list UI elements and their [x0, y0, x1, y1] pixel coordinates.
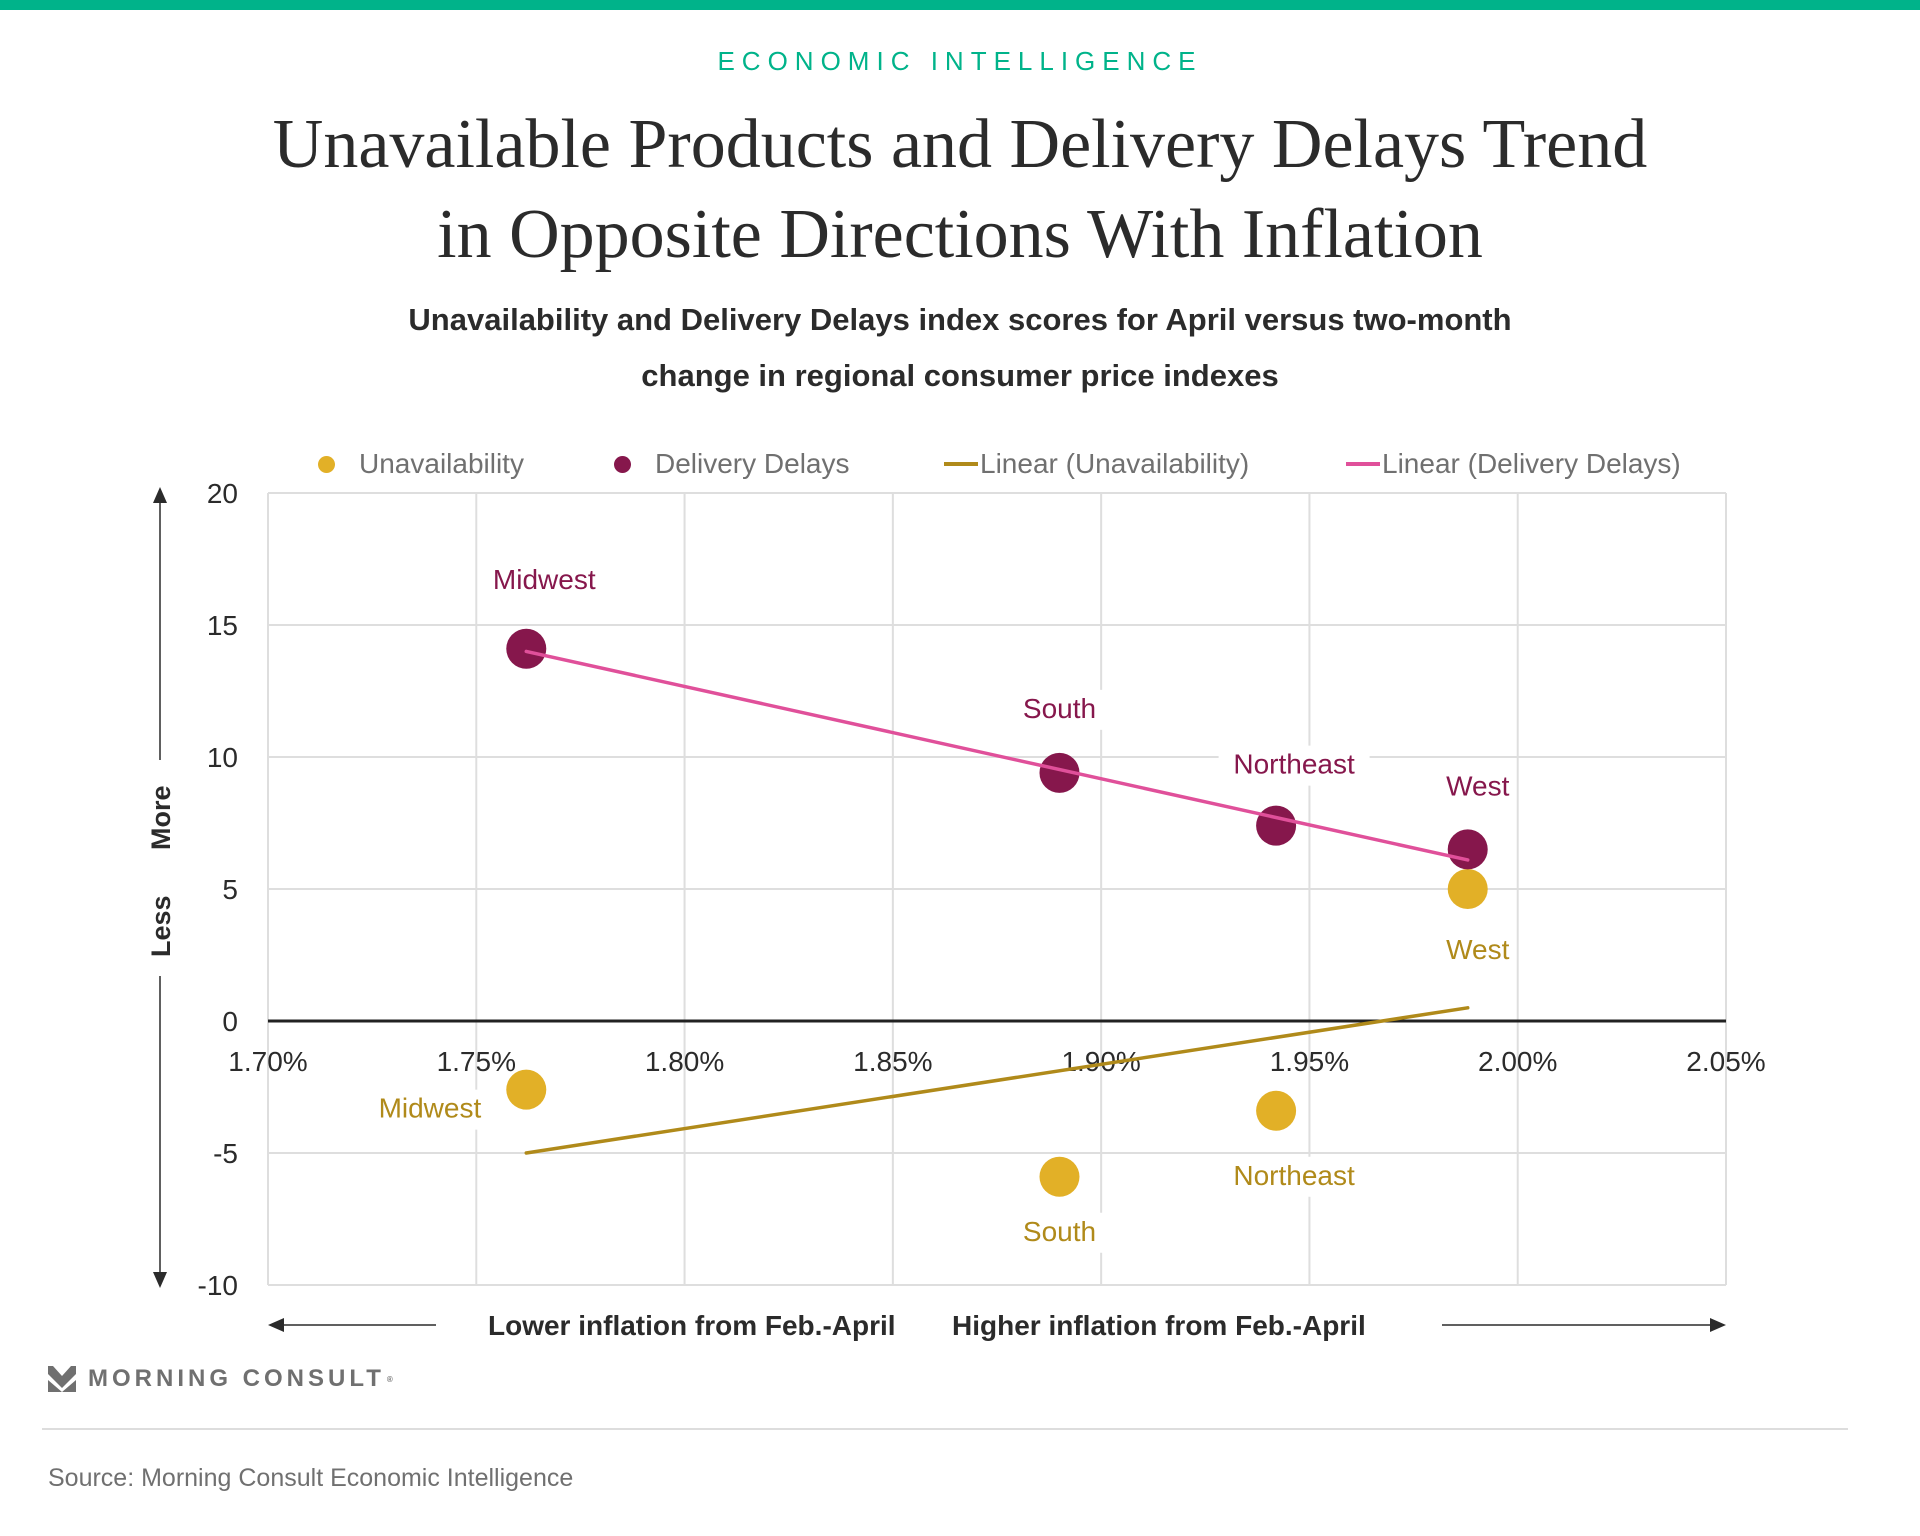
legend-item-linear-delivery-delays: Linear (Delivery Delays) — [1346, 444, 1681, 484]
x-higher-inflation-label: Higher inflation from Feb.-April — [952, 1310, 1366, 1341]
logo-text: MORNING CONSULT — [88, 1365, 385, 1392]
legend-item-unavailability: Unavailability — [318, 444, 524, 484]
data-point — [1039, 752, 1080, 793]
morning-consult-logo: MORNING CONSULT ® — [48, 1362, 393, 1396]
subtitle-line-1: Unavailability and Delivery Delays index… — [408, 302, 1512, 337]
footer-divider — [42, 1428, 1848, 1430]
chart-subtitle: Unavailability and Delivery Delays index… — [0, 292, 1920, 404]
point-label: South — [1023, 693, 1096, 724]
eyebrow-label: ECONOMIC INTELLIGENCE — [717, 46, 1203, 76]
legend: Unavailability Delivery Delays Linear (U… — [0, 444, 1920, 484]
y-tick-label: -5 — [213, 1138, 238, 1169]
y-tick-label: 10 — [207, 742, 238, 773]
point-label-background — [1013, 1212, 1105, 1253]
y-tick-label: 0 — [222, 1006, 238, 1037]
source-note: Source: Morning Consult Economic Intelli… — [48, 1464, 574, 1492]
brand-bar — [0, 0, 1920, 10]
legend-label: Delivery Delays — [655, 448, 850, 479]
data-point — [1256, 805, 1297, 846]
legend-line-unavailability-icon — [944, 462, 978, 466]
trendline — [524, 649, 1470, 862]
point-label: West — [1446, 934, 1509, 965]
chart-title: Unavailable Products and Delivery Delays… — [0, 100, 1920, 280]
data-point — [1256, 1090, 1297, 1131]
data-point — [1039, 1156, 1080, 1197]
y-axis-annotation: More Less — [146, 487, 176, 1288]
point-label-background — [368, 1089, 490, 1130]
legend-line-delivery-delays-icon — [1346, 462, 1380, 466]
trendlines — [524, 649, 1470, 1155]
y-tick-label: 15 — [207, 610, 238, 641]
x-tick-label: 1.95% — [1270, 1046, 1349, 1077]
point-label: West — [1446, 770, 1509, 801]
y-tick-label: 5 — [222, 874, 238, 905]
x-tick-label: 1.75% — [437, 1046, 516, 1077]
data-point — [1447, 829, 1488, 870]
data-point — [506, 1069, 547, 1110]
data-points — [506, 628, 1488, 1197]
point-label: South — [1023, 1216, 1096, 1247]
legend-label: Linear (Delivery Delays) — [1382, 448, 1681, 479]
point-label: Midwest — [379, 1093, 482, 1124]
x-tick-label: 1.70% — [228, 1046, 307, 1077]
point-label: Northeast — [1233, 1160, 1355, 1191]
x-tick-label: 2.05% — [1686, 1046, 1765, 1077]
legend-item-delivery-delays: Delivery Delays — [614, 444, 850, 484]
legend-dot-unavailability-icon — [318, 455, 335, 473]
title-line-2: in Opposite Directions With Inflation — [437, 196, 1483, 273]
legend-dot-delivery-delays-icon — [614, 455, 631, 473]
down-arrow-icon — [153, 1272, 167, 1288]
x-tick-label: 2.00% — [1478, 1046, 1557, 1077]
trendline — [524, 1006, 1470, 1155]
legend-label: Linear (Unavailability) — [980, 448, 1250, 479]
point-label-background — [1439, 767, 1516, 808]
y-more-label: More — [146, 785, 176, 850]
legend-item-linear-unavailability: Linear (Unavailability) — [944, 444, 1249, 484]
left-arrow-icon — [268, 1318, 284, 1332]
up-arrow-icon — [153, 487, 167, 503]
registered-mark: ® — [386, 1374, 393, 1384]
subtitle-line-2: change in regional consumer price indexe… — [641, 358, 1279, 393]
data-point — [506, 628, 547, 669]
point-label: Midwest — [493, 564, 596, 595]
point-label: Northeast — [1233, 749, 1355, 780]
x-lower-inflation-label: Lower inflation from Feb.-April — [488, 1310, 896, 1341]
y-less-label: Less — [146, 895, 176, 957]
point-labels: Midwest South Northeast West Midwest South Nor… — [368, 560, 1516, 1253]
y-tick-label: 20 — [207, 478, 238, 509]
point-label-background — [1439, 931, 1516, 971]
morning-consult-chevron-icon — [48, 1366, 76, 1392]
title-line-1: Unavailable Products and Delivery Delays… — [272, 106, 1648, 183]
x-axis-annotation — [268, 1318, 1726, 1332]
tick-labels: 1.70% 1.75% 1.80% 1.85% 1.90% 1.95% 2.00% 2.05%… — [198, 478, 1766, 1301]
legend-label: Unavailability — [359, 448, 524, 479]
right-arrow-icon — [1710, 1318, 1726, 1332]
x-tick-label: 1.85% — [853, 1046, 932, 1077]
point-label-background — [1218, 1156, 1370, 1197]
gridlines — [267, 492, 1727, 1286]
data-point — [1447, 869, 1488, 909]
point-label-background — [1218, 745, 1370, 786]
y-tick-label: -10 — [198, 1270, 238, 1301]
x-tick-label: 1.80% — [645, 1046, 724, 1077]
point-label-background — [1013, 689, 1105, 730]
point-label-background — [483, 560, 605, 601]
